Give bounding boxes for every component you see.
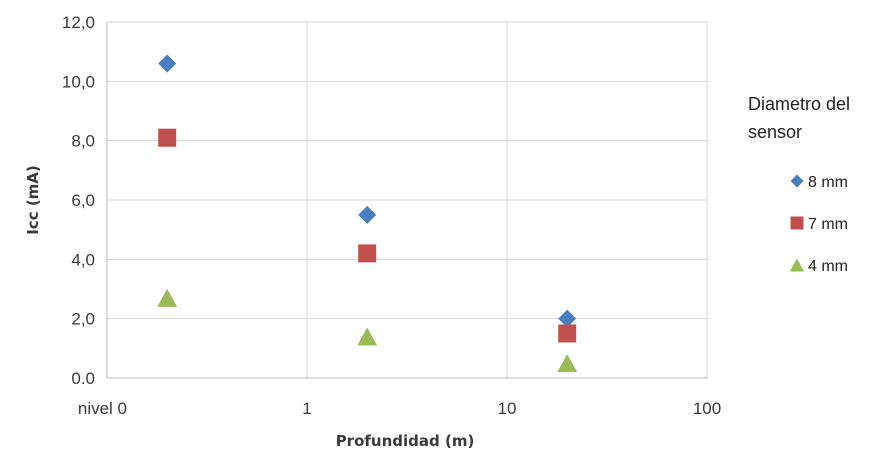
y-tick-label: 8,0 (71, 132, 95, 151)
x-tick-label: 100 (693, 399, 721, 418)
legend-title-line-2: sensor (748, 122, 802, 142)
legend: Diametro del sensor 8 mm 7 mm 4 mm (748, 94, 850, 275)
legend-label: 8 mm (808, 174, 848, 191)
y-axis-title: Icc (mA) (24, 165, 42, 235)
y-tick-label: 12,0 (62, 13, 95, 32)
legend-marker-7-mm (790, 216, 804, 230)
grid-layer (107, 21, 708, 378)
legend-marker-4-mm (789, 258, 805, 272)
x-axis-title: Profundidad (m) (336, 432, 475, 450)
data-point-7-mm (158, 128, 177, 147)
data-point-8-mm (158, 54, 177, 73)
axis-layer: 0.0 2,0 4,0 6,0 8,0 10,0 12,0 nivel 0 1 10 100 (62, 13, 721, 418)
data-point-8-mm (558, 309, 577, 328)
data-point-4-mm (157, 288, 178, 307)
x-tick-label: nivel 0 (78, 399, 127, 418)
legend-title-line-1: Diametro del (748, 94, 850, 114)
data-points (157, 54, 578, 373)
data-point-7-mm (558, 324, 577, 343)
y-tick-label: 6,0 (71, 191, 95, 210)
y-tick-label: 2,0 (71, 310, 95, 329)
data-point-4-mm (557, 354, 578, 373)
data-point-8-mm (358, 205, 377, 224)
data-point-7-mm (358, 244, 377, 263)
y-tick-label: 0.0 (71, 369, 95, 388)
legend-items: 8 mm 7 mm 4 mm (789, 174, 848, 275)
x-tick-label: 1 (302, 399, 311, 418)
legend-label: 4 mm (808, 258, 848, 275)
y-tick-label: 10,0 (62, 72, 95, 91)
legend-marker-8-mm (790, 174, 804, 188)
legend-label: 7 mm (808, 216, 848, 233)
data-point-4-mm (357, 327, 378, 346)
y-tick-label: 4,0 (71, 250, 95, 269)
x-tick-label: 10 (498, 399, 517, 418)
